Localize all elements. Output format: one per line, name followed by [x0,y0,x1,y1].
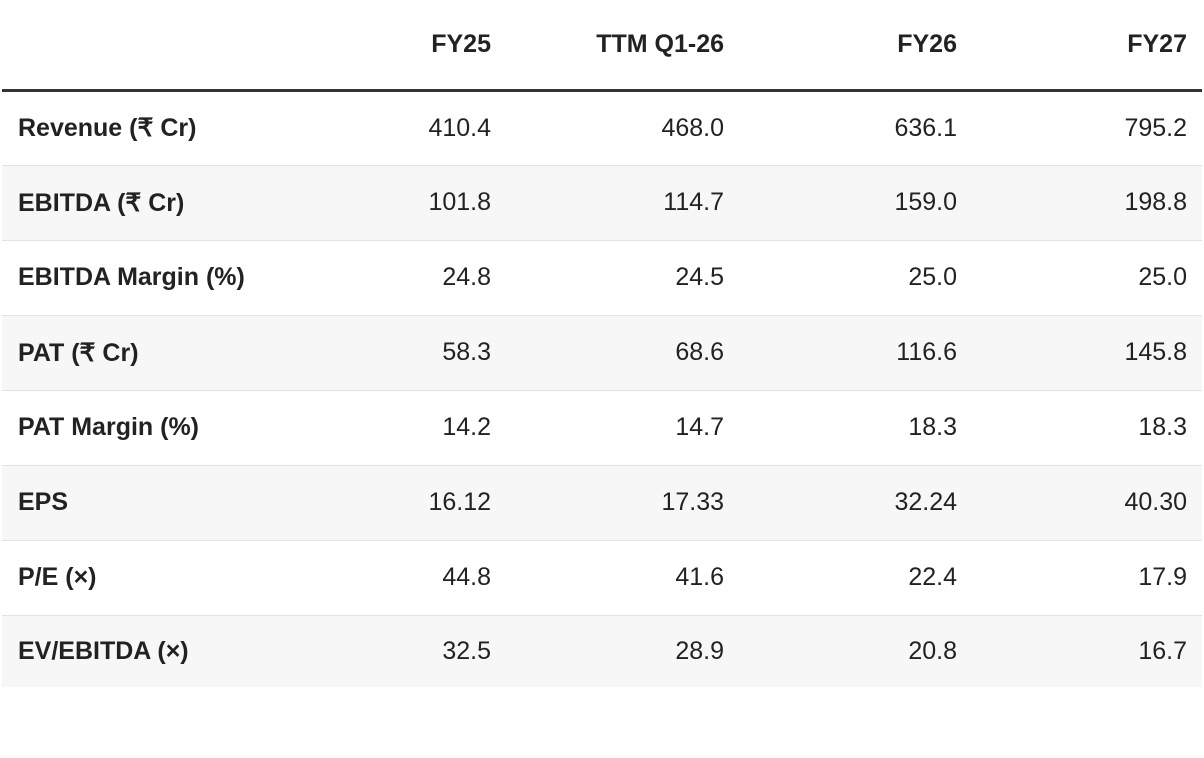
value-cell: 14.7 [506,390,739,466]
value-cell: 20.8 [739,615,972,687]
value-cell: 116.6 [739,315,972,391]
value-cell: 198.8 [972,165,1202,241]
value-cell: 410.4 [272,90,506,166]
value-cell: 25.0 [972,240,1202,316]
value-cell: 17.9 [972,540,1202,616]
value-cell: 636.1 [739,90,972,166]
row-label: PAT Margin (%) [2,390,272,466]
row-label: EBITDA (₹ Cr) [2,165,272,241]
row-label: Revenue (₹ Cr) [2,90,272,166]
value-cell: 14.2 [272,390,506,466]
column-header: FY25 [272,0,506,92]
row-label: P/E (×) [2,540,272,616]
column-header: FY26 [739,0,972,92]
value-cell: 22.4 [739,540,972,616]
table-row: Revenue (₹ Cr) 410.4 468.0 636.1 795.2 [2,90,1202,166]
value-cell: 145.8 [972,315,1202,391]
value-cell: 41.6 [506,540,739,616]
value-cell: 468.0 [506,90,739,166]
row-label: EBITDA Margin (%) [2,240,272,316]
table-row: P/E (×) 44.8 41.6 22.4 17.9 [2,540,1202,616]
value-cell: 58.3 [272,315,506,391]
table-header: FY25 TTM Q1-26 FY26 FY27 [2,0,1202,92]
table-row: PAT Margin (%) 14.2 14.7 18.3 18.3 [2,390,1202,466]
row-label: PAT (₹ Cr) [2,315,272,391]
value-cell: 795.2 [972,90,1202,166]
value-cell: 32.24 [739,465,972,541]
row-label: EPS [2,465,272,541]
value-cell: 18.3 [972,390,1202,466]
value-cell: 32.5 [272,615,506,687]
value-cell: 24.8 [272,240,506,316]
table-row: EBITDA Margin (%) 24.8 24.5 25.0 25.0 [2,240,1202,316]
table-row: EV/EBITDA (×) 32.5 28.9 20.8 16.7 [2,615,1202,687]
table-body: Revenue (₹ Cr) 410.4 468.0 636.1 795.2 EBITDA… [2,90,1202,687]
value-cell: 17.33 [506,465,739,541]
header-cell [2,0,272,92]
value-cell: 18.3 [739,390,972,466]
value-cell: 68.6 [506,315,739,391]
value-cell: 24.5 [506,240,739,316]
financial-table: FY25 TTM Q1-26 FY26 FY27 Revenue (₹ Cr) 410.… [2,0,1202,687]
column-header: TTM Q1-26 [506,0,739,92]
row-label: EV/EBITDA (×) [2,615,272,687]
value-cell: 16.7 [972,615,1202,687]
column-header: FY27 [972,0,1202,92]
table-row: EPS 16.12 17.33 32.24 40.30 [2,465,1202,541]
value-cell: 40.30 [972,465,1202,541]
value-cell: 16.12 [272,465,506,541]
value-cell: 114.7 [506,165,739,241]
value-cell: 25.0 [739,240,972,316]
table-row: PAT (₹ Cr) 58.3 68.6 116.6 145.8 [2,315,1202,391]
value-cell: 44.8 [272,540,506,616]
value-cell: 28.9 [506,615,739,687]
header-row: FY25 TTM Q1-26 FY26 FY27 [2,0,1202,92]
value-cell: 159.0 [739,165,972,241]
table-row: EBITDA (₹ Cr) 101.8 114.7 159.0 198.8 [2,165,1202,241]
value-cell: 101.8 [272,165,506,241]
